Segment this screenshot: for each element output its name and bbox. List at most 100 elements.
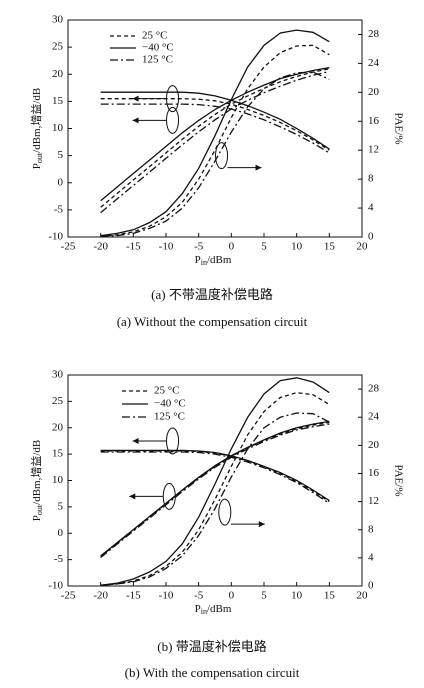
x-tick-label: -20	[93, 590, 108, 602]
x-tick-label: 5	[261, 590, 267, 602]
x-tick-label: -20	[93, 241, 108, 253]
x-tick-label: 20	[357, 241, 369, 253]
pout-line	[100, 423, 330, 559]
y-tick-label: -10	[48, 231, 63, 243]
y2-tick-label: 16	[368, 467, 380, 479]
y2-tick-label: 8	[368, 523, 374, 535]
y2-tick-label: 24	[368, 57, 380, 69]
x-tick-label: 15	[324, 590, 336, 602]
gain-line	[100, 451, 330, 504]
y2-tick-label: 0	[368, 231, 374, 243]
x-tick-label: -25	[61, 241, 76, 253]
legend-label: 25 °C	[142, 30, 168, 42]
y-tick-label: -10	[48, 580, 63, 592]
x-tick-label: -5	[194, 590, 204, 602]
x-label-main: P	[195, 254, 201, 266]
y-tick-label: -5	[54, 203, 64, 215]
y-axis-label: Pout/dBm,增益/dB	[29, 440, 44, 521]
y2-axis-label: PAE/%	[392, 113, 404, 145]
legend-label: 125 °C	[142, 54, 173, 66]
y-tick-label: 0	[58, 527, 64, 539]
y-tick-label: 30	[52, 369, 64, 381]
arrow-head	[132, 437, 139, 444]
y2-tick-label: 4	[368, 202, 374, 214]
x-tick-label: 0	[229, 590, 235, 602]
gain-line	[100, 91, 330, 150]
x-label-rest: /dBm	[207, 603, 232, 615]
caption-zh: (a) 不带温度补偿电路	[151, 287, 273, 302]
x-tick-label: 15	[324, 241, 336, 253]
y-tick-label: 15	[52, 95, 64, 107]
pout-line	[100, 67, 330, 202]
y2-tick-label: 12	[368, 495, 379, 507]
y-tick-label: 25	[52, 41, 64, 53]
x-axis-label: Pin/dBm	[195, 254, 232, 267]
x-tick-label: -15	[126, 241, 141, 253]
annotation-ellipse	[215, 142, 229, 170]
plot-frame	[67, 19, 363, 238]
pae-line	[100, 29, 330, 237]
y2-tick-label: 28	[368, 383, 380, 395]
pout-line	[100, 420, 330, 557]
x-tick-label: 5	[261, 241, 267, 253]
caption-zh: (b) 带温度补偿电路	[157, 639, 266, 654]
y-label-sub: out	[35, 504, 44, 515]
legend-label: 25 °C	[154, 385, 180, 397]
pout-line	[100, 68, 330, 208]
pae-line	[100, 377, 330, 586]
pout-line	[100, 421, 330, 558]
x-label-main: P	[195, 603, 201, 615]
y-tick-label: 25	[52, 395, 64, 407]
legend-label: −40 °C	[142, 42, 174, 54]
legend-label: −40 °C	[154, 398, 186, 410]
y-tick-label: 15	[52, 448, 64, 460]
pae-line	[100, 412, 330, 586]
y2-tick-label: 8	[368, 173, 374, 185]
x-tick-label: -25	[61, 590, 76, 602]
y2-tick-label: 0	[368, 580, 374, 592]
x-tick-label: -5	[194, 241, 204, 253]
pae-line	[100, 391, 330, 586]
gain-line	[100, 103, 330, 154]
y-tick-label: -5	[54, 553, 64, 565]
x-tick-label: -10	[159, 241, 174, 253]
x-tick-label: 10	[291, 241, 303, 253]
y2-tick-label: 24	[368, 411, 380, 423]
x-axis-label: Pin/dBm	[195, 603, 232, 616]
y2-tick-label: 28	[368, 28, 380, 40]
y-tick-label: 20	[52, 421, 64, 433]
y-tick-label: 30	[52, 14, 64, 26]
annotation-ellipse	[218, 498, 232, 526]
y-tick-label: 10	[52, 474, 64, 486]
y-label-sub: out	[35, 152, 44, 163]
x-tick-label: -15	[126, 590, 141, 602]
arrow-head	[258, 521, 265, 528]
arrow-head	[132, 117, 139, 124]
y-tick-label: 0	[58, 176, 64, 188]
x-label-sub: in	[201, 607, 207, 616]
y-tick-label: 10	[52, 122, 64, 134]
y-label-rest: /dBm,增益/dB	[29, 440, 43, 505]
x-tick-label: 0	[229, 241, 235, 253]
caption-en: (a) Without the compensation circuit	[117, 314, 308, 329]
pae-line	[100, 44, 330, 237]
arrow-head	[129, 493, 136, 500]
caption-en: (b) With the compensation circuit	[125, 665, 300, 680]
legend-label: 125 °C	[154, 411, 185, 423]
y2-tick-label: 4	[368, 551, 374, 563]
arrow-head	[255, 164, 262, 171]
gain-line	[100, 449, 330, 502]
y2-tick-label: 12	[368, 144, 379, 156]
y-label-main: P	[31, 515, 43, 521]
y-tick-label: 5	[58, 149, 64, 161]
x-label-rest: /dBm	[207, 254, 232, 266]
pae-line	[100, 71, 330, 237]
y-axis-label: Pout/dBm,增益/dB	[29, 88, 44, 169]
x-tick-label: 10	[291, 590, 303, 602]
x-label-sub: in	[201, 258, 207, 267]
y2-tick-label: 16	[368, 115, 380, 127]
y-tick-label: 5	[58, 500, 64, 512]
plot-frame	[67, 374, 363, 587]
y2-tick-label: 20	[368, 439, 380, 451]
